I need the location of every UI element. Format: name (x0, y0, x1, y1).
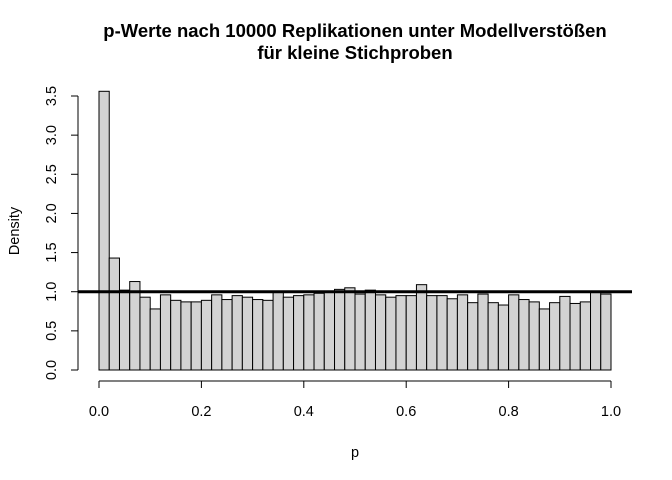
x-tick-label: 1.0 (601, 404, 621, 420)
histogram-bar (108, 257, 120, 371)
histogram-bar (446, 298, 458, 371)
x-axis-label: p (351, 445, 359, 461)
histogram-bar (374, 294, 387, 371)
histogram-bar (600, 293, 612, 371)
y-tick-label: 1.0 (44, 282, 60, 302)
x-tick-label: 0.4 (294, 404, 314, 420)
histogram-bar (282, 296, 295, 371)
histogram-bar (405, 295, 417, 371)
y-tick-label: 3.5 (44, 86, 60, 106)
histogram-bar (456, 294, 469, 371)
histogram-bar (231, 295, 243, 371)
histogram-bar (477, 293, 489, 371)
histogram-bar (559, 295, 571, 371)
histogram-bar (344, 287, 356, 371)
histogram-bar (200, 299, 213, 371)
histogram-bar (149, 308, 161, 371)
histogram-bar (323, 292, 336, 371)
histogram-bar (252, 299, 264, 371)
histogram-bar (211, 294, 223, 371)
y-tick-label: 3.0 (44, 125, 60, 145)
histogram-bar (364, 289, 376, 371)
histogram-bar (241, 296, 254, 371)
histogram-bar (508, 294, 520, 371)
histogram-bar (569, 302, 581, 371)
histogram-bar (139, 296, 151, 371)
histogram-bar (354, 293, 366, 371)
histogram-bar (262, 299, 274, 371)
chart-subtitle: für kleine Stichproben (257, 42, 452, 63)
x-tick-label: 0.2 (191, 404, 211, 420)
histogram-bar (170, 299, 182, 371)
histogram-bar (436, 295, 448, 371)
histogram-bar (579, 301, 592, 371)
x-tick-label: 0.0 (89, 404, 109, 420)
histogram-bar (334, 288, 346, 371)
y-axis-label: Density (7, 206, 23, 255)
y-tick-label: 2.5 (44, 164, 60, 184)
histogram-bar (385, 296, 397, 371)
histogram-bar (313, 292, 325, 371)
histogram-bar (415, 284, 428, 371)
histogram-bars (98, 90, 612, 371)
histogram-bar (518, 299, 530, 371)
x-tick-label: 0.6 (396, 404, 416, 420)
histogram-bar (98, 90, 110, 371)
histogram-bar (487, 302, 499, 371)
x-axis: 0.0 0.2 0.4 0.6 0.8 1.0 (89, 380, 621, 420)
histogram-bar (159, 294, 172, 371)
y-tick-label: 0.0 (44, 360, 60, 380)
histogram-bar (528, 301, 540, 371)
histogram-bar (180, 301, 192, 371)
y-tick-label: 2.0 (44, 203, 60, 223)
histogram-bar (272, 291, 284, 371)
histogram-bar (303, 294, 315, 371)
histogram-bar (467, 302, 479, 371)
histogram-bar (118, 289, 131, 371)
chart-title: p-Werte nach 10000 Replikationen unter M… (103, 20, 606, 41)
histogram-bar (497, 304, 510, 371)
histogram-bar (221, 299, 233, 371)
x-tick-label: 0.8 (499, 404, 519, 420)
histogram-bar (129, 281, 141, 371)
y-tick-label: 0.5 (44, 321, 60, 341)
y-axis: 0.0 0.5 1.0 1.5 2.0 2.5 3.0 3.5 (44, 86, 79, 380)
histogram-bar (190, 301, 202, 371)
histogram-bar (426, 295, 438, 371)
histogram-bar (293, 295, 305, 371)
histogram-bar (538, 308, 551, 371)
histogram-bar (395, 295, 407, 371)
y-tick-label: 1.5 (44, 242, 60, 262)
histogram-bar (590, 291, 602, 371)
histogram-bar (549, 302, 561, 371)
